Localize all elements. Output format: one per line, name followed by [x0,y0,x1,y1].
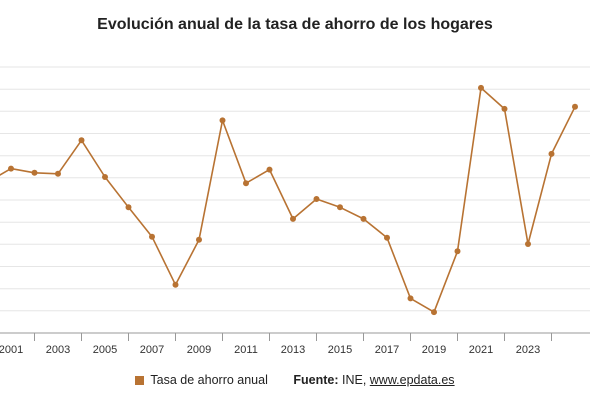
data-point-2009[interactable] [196,236,202,243]
chart-title: Evolución anual de la tasa de ahorro de … [97,16,493,33]
series-line [0,87,576,313]
x-tick-label: 2003 [46,344,70,356]
series-path-tasa-de-ahorro [0,87,576,313]
data-point-2015[interactable] [337,204,343,211]
x-tick-label: 2007 [140,344,164,356]
data-point-2013[interactable] [290,215,296,222]
grid-lines [0,66,590,312]
data-point-2003[interactable] [55,170,61,177]
x-tick-label: 2019 [422,344,446,356]
data-point-2019[interactable] [431,309,437,316]
data-point-2005[interactable] [102,174,108,180]
legend-series-label[interactable]: Tasa de ahorro anual [150,373,268,387]
x-axis: 2001 2003 2005 2007 2009 2011 2013 2015 2017 2019… [0,332,590,356]
x-tick-label: 2021 [469,344,493,356]
x-tick-label: 2001 [0,344,23,356]
x-tick-label: 2015 [328,344,352,356]
data-point-2012[interactable] [266,166,273,173]
data-point-2010[interactable] [219,117,226,124]
legend-swatch [135,376,145,385]
data-point-2004[interactable] [78,137,85,144]
data-point-2016[interactable] [360,215,367,222]
data-point-2025[interactable] [572,103,578,110]
x-tick-label: 2009 [187,344,211,356]
data-point-2002[interactable] [31,169,38,176]
data-point-2017[interactable] [384,234,390,241]
x-tick-label: 2013 [281,344,305,356]
data-point-2007[interactable] [149,233,155,240]
source-label: Fuente: [293,373,339,387]
data-point-2008[interactable] [172,281,179,288]
data-points [8,84,578,316]
data-point-2022[interactable] [501,105,508,112]
x-tick-label: 2017 [375,344,399,356]
x-tick-label: 2011 [234,344,258,356]
data-point-2014[interactable] [313,196,320,202]
data-point-2023[interactable] [525,241,531,247]
x-tick-label: 2023 [516,344,540,356]
data-point-2001[interactable] [8,165,14,172]
data-point-2006[interactable] [125,204,132,211]
data-point-2020[interactable] [454,248,461,255]
legend: Tasa de ahorro anual Fuente: INE, www.ep… [0,373,590,387]
data-point-2021[interactable] [478,84,484,91]
data-point-2024[interactable] [548,150,555,157]
x-tick-label: 2005 [93,344,117,356]
source-text: INE, [341,373,367,387]
data-point-2018[interactable] [407,295,414,302]
data-point-2011[interactable] [243,180,249,187]
source-link[interactable]: www.epdata.es [369,373,455,387]
